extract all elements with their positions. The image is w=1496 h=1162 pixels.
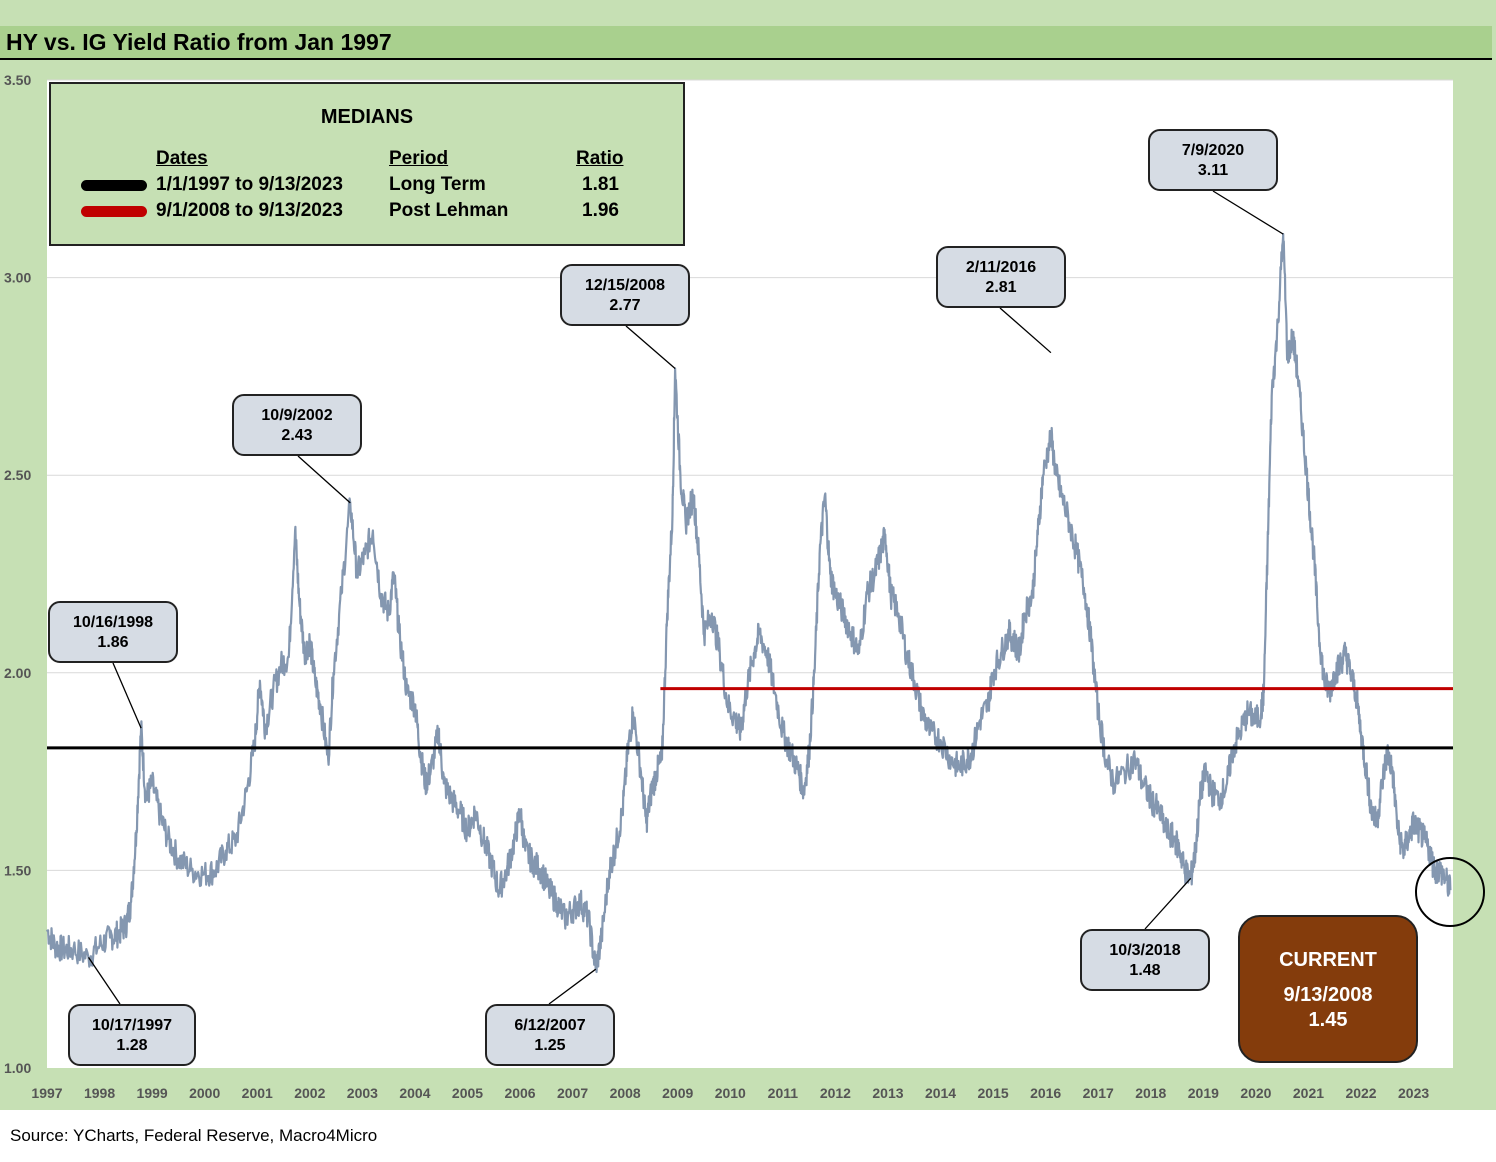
y-tick-label: 2.00 bbox=[4, 665, 31, 681]
callout-date: 6/12/2007 bbox=[514, 1017, 586, 1034]
x-tick-label: 2013 bbox=[872, 1085, 903, 1101]
x-tick-label: 2022 bbox=[1345, 1085, 1376, 1101]
current-label: CURRENT bbox=[1279, 949, 1377, 971]
x-tick-label: 2019 bbox=[1188, 1085, 1219, 1101]
callout-value: 2.81 bbox=[985, 279, 1017, 296]
medians-legend: MEDIANS Dates Period Ratio 1/1/1997 to 9… bbox=[49, 82, 685, 246]
legend-heading: MEDIANS bbox=[320, 106, 414, 128]
callout-value: 3.11 bbox=[1197, 162, 1229, 179]
axis-ticks: 1.00 1.50 2.00 2.50 3.00 3.50 1997 1998 1999 2000… bbox=[4, 72, 1429, 1101]
x-tick-label: 2010 bbox=[715, 1085, 746, 1101]
y-tick-label: 2.50 bbox=[4, 467, 31, 483]
legend-col-period: Period bbox=[389, 148, 449, 169]
x-tick-label: 2004 bbox=[399, 1085, 430, 1101]
y-tick-label: 3.00 bbox=[4, 270, 31, 286]
y-tick-label: 1.50 bbox=[4, 862, 31, 878]
chart-title: HY vs. IG Yield Ratio from Jan 1997 bbox=[6, 29, 392, 55]
callout-leader-line bbox=[87, 956, 121, 1005]
x-tick-label: 2017 bbox=[1083, 1085, 1114, 1101]
current-value-box: CURRENT 9/13/2008 1.45 bbox=[1238, 915, 1418, 1063]
x-tick-label: 2012 bbox=[820, 1085, 851, 1101]
callout-peak-2016: 2/11/2016 2.81 bbox=[936, 246, 1066, 308]
y-tick-label: 1.00 bbox=[4, 1060, 31, 1076]
x-tick-label: 2009 bbox=[662, 1085, 693, 1101]
callout-peak-2020: 7/9/2020 3.11 bbox=[1148, 129, 1278, 191]
legend-col-ratio: Ratio bbox=[576, 148, 624, 169]
callout-value: 2.43 bbox=[281, 427, 313, 444]
legend-row-ratio: 1.81 bbox=[582, 174, 619, 195]
callout-value: 1.86 bbox=[97, 634, 129, 651]
callout-peak-1998: 10/16/1998 1.86 bbox=[48, 601, 178, 663]
legend-swatch-post-lehman bbox=[81, 206, 147, 217]
callout-low-2007: 6/12/2007 1.25 bbox=[485, 1004, 615, 1066]
x-tick-label: 1998 bbox=[84, 1085, 115, 1101]
x-tick-label: 2005 bbox=[452, 1085, 483, 1101]
current-circle-marker bbox=[1415, 857, 1485, 927]
x-tick-label: 2011 bbox=[768, 1085, 799, 1101]
callout-peak-2002: 10/9/2002 2.43 bbox=[232, 394, 362, 456]
legend-row-dates: 1/1/1997 to 9/13/2023 bbox=[156, 174, 343, 195]
callout-date: 10/3/2018 bbox=[1109, 942, 1181, 959]
callout-leader-line bbox=[1212, 190, 1284, 235]
callout-low-2018: 10/3/2018 1.48 bbox=[1080, 929, 1210, 991]
x-tick-label: 2014 bbox=[925, 1085, 956, 1101]
callout-value: 1.48 bbox=[1129, 962, 1161, 979]
callout-date: 12/15/2008 bbox=[584, 277, 666, 294]
callout-value: 1.28 bbox=[116, 1037, 148, 1054]
x-tick-label: 1997 bbox=[31, 1085, 62, 1101]
legend-row-period: Post Lehman bbox=[389, 200, 509, 221]
x-tick-label: 2001 bbox=[242, 1085, 273, 1101]
legend-row-ratio: 1.96 bbox=[582, 200, 619, 221]
y-tick-label: 3.50 bbox=[4, 72, 31, 88]
legend-col-dates: Dates bbox=[156, 148, 208, 169]
x-tick-label: 2007 bbox=[557, 1085, 588, 1101]
callout-leader-line bbox=[1144, 877, 1192, 930]
x-tick-label: 2021 bbox=[1293, 1085, 1324, 1101]
current-date: 9/13/2008 bbox=[1283, 984, 1373, 1006]
current-value: 1.45 bbox=[1308, 1009, 1348, 1031]
callout-date: 10/16/1998 bbox=[72, 614, 154, 631]
legend-row-dates: 9/1/2008 to 9/13/2023 bbox=[156, 200, 343, 221]
callout-low-1997: 10/17/1997 1.28 bbox=[68, 1004, 196, 1066]
series-layer bbox=[45, 233, 1452, 974]
x-tick-label: 2015 bbox=[978, 1085, 1009, 1101]
callout-peak-2008: 12/15/2008 2.77 bbox=[560, 264, 690, 326]
callout-value: 1.25 bbox=[534, 1037, 566, 1054]
callout-leader-line bbox=[999, 307, 1052, 354]
series-line bbox=[45, 233, 1452, 974]
callout-leader-line bbox=[548, 968, 597, 1005]
x-tick-label: 2023 bbox=[1398, 1085, 1429, 1101]
callout-date: 10/9/2002 bbox=[261, 407, 333, 424]
x-tick-label: 1999 bbox=[137, 1085, 168, 1101]
x-tick-label: 2003 bbox=[347, 1085, 378, 1101]
callout-date: 2/11/2016 bbox=[965, 259, 1037, 276]
reference-lines bbox=[47, 687, 1453, 750]
x-tick-label: 2002 bbox=[294, 1085, 325, 1101]
source-note: Source: YCharts, Federal Reserve, Macro4… bbox=[10, 1126, 378, 1145]
callout-date: 10/17/1997 bbox=[91, 1017, 173, 1034]
callout-leader-line bbox=[625, 325, 676, 369]
title-bar: HY vs. IG Yield Ratio from Jan 1997 bbox=[0, 26, 1492, 60]
x-tick-label: 2008 bbox=[610, 1085, 641, 1101]
legend-swatch-long-term bbox=[81, 180, 147, 191]
legend-row-period: Long Term bbox=[389, 174, 486, 195]
x-tick-label: 2016 bbox=[1030, 1085, 1061, 1101]
callout-date: 7/9/2020 bbox=[1181, 142, 1245, 159]
callout-leader-line bbox=[112, 662, 142, 729]
callout-value: 2.77 bbox=[609, 297, 641, 314]
callout-leaders bbox=[87, 190, 1284, 1005]
callout-leader-line bbox=[297, 455, 351, 504]
x-tick-label: 2000 bbox=[189, 1085, 220, 1101]
x-tick-label: 2020 bbox=[1240, 1085, 1271, 1101]
x-tick-label: 2018 bbox=[1135, 1085, 1166, 1101]
x-tick-label: 2006 bbox=[504, 1085, 535, 1101]
